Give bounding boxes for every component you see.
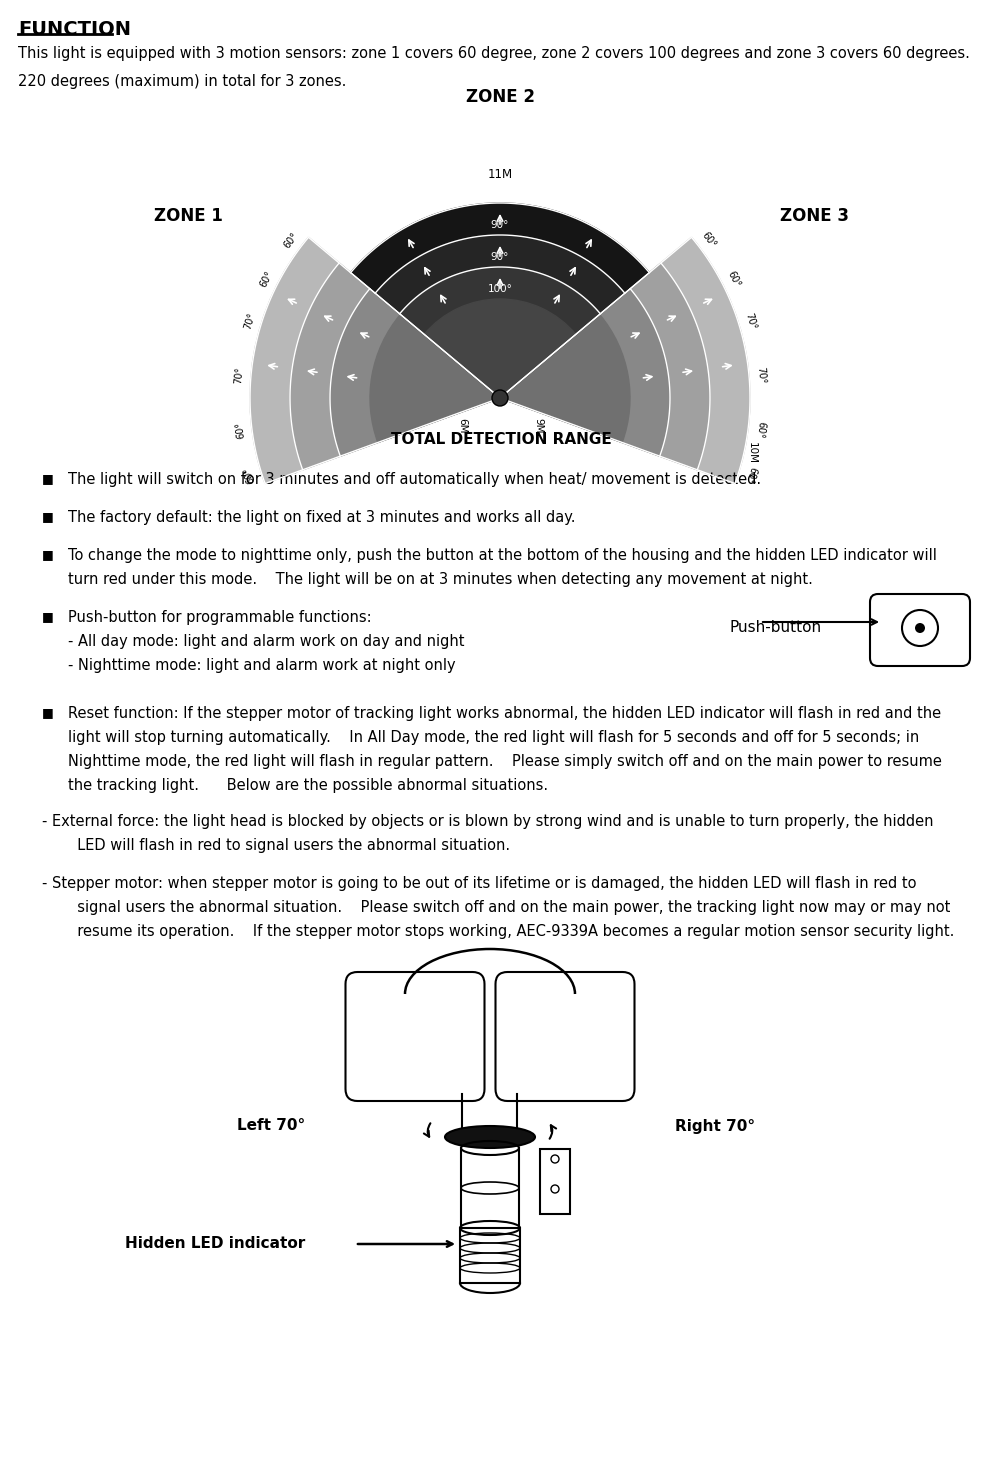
Wedge shape [400, 268, 600, 399]
Text: 90°: 90° [491, 221, 509, 229]
Text: 70°: 70° [233, 366, 244, 384]
Text: The light will switch on for 3 minutes and off automatically when heat/ movement: The light will switch on for 3 minutes a… [68, 472, 762, 487]
Text: - Nighttime mode: light and alarm work at night only: - Nighttime mode: light and alarm work a… [68, 658, 456, 674]
Wedge shape [375, 235, 625, 399]
Wedge shape [500, 237, 750, 484]
Text: Push-button: Push-button [730, 619, 822, 635]
Wedge shape [500, 315, 630, 443]
Text: The factory default: the light on fixed at 3 minutes and works all day.: The factory default: the light on fixed … [68, 510, 575, 525]
Text: 6M: 6M [457, 418, 467, 434]
Text: ■: ■ [42, 549, 54, 560]
Text: 70°: 70° [756, 366, 767, 384]
Text: 60°: 60° [700, 231, 718, 250]
Text: FUNCTION: FUNCTION [18, 21, 131, 40]
Wedge shape [370, 315, 500, 443]
Text: Reset function: If the stepper motor of tracking light works abnormal, the hidde: Reset function: If the stepper motor of … [68, 706, 941, 721]
Text: LED will flash in red to signal users the abnormal situation.: LED will flash in red to signal users th… [68, 838, 510, 853]
Wedge shape [500, 263, 710, 469]
Text: light will stop turning automatically.    In All Day mode, the red light will fl: light will stop turning automatically. I… [68, 730, 919, 744]
Text: ZONE 2: ZONE 2 [467, 88, 535, 106]
Text: 220 degrees (maximum) in total for 3 zones.: 220 degrees (maximum) in total for 3 zon… [18, 74, 347, 90]
Text: Right 70°: Right 70° [675, 1118, 756, 1134]
Text: Left 70°: Left 70° [236, 1118, 305, 1134]
Text: ■: ■ [42, 510, 54, 524]
Text: resume its operation.    If the stepper motor stops working, AEC-9339A becomes a: resume its operation. If the stepper mot… [68, 924, 954, 938]
Text: ZONE 3: ZONE 3 [781, 207, 850, 225]
Text: ■: ■ [42, 472, 54, 485]
Ellipse shape [445, 1125, 535, 1147]
Text: 60°: 60° [259, 269, 275, 288]
Text: TOTAL DETECTION RANGE: TOTAL DETECTION RANGE [391, 432, 611, 447]
Text: the tracking light.      Below are the possible abnormal situations.: the tracking light. Below are the possib… [68, 778, 548, 793]
Circle shape [492, 390, 508, 406]
Wedge shape [290, 263, 500, 469]
Text: This light is equipped with 3 motion sensors: zone 1 covers 60 degree, zone 2 co: This light is equipped with 3 motion sen… [18, 46, 970, 60]
Text: 10M: 10M [746, 441, 757, 463]
Text: turn red under this mode.    The light will be on at 3 minutes when detecting an: turn red under this mode. The light will… [68, 572, 813, 587]
Text: 60°: 60° [755, 421, 767, 438]
Text: ■: ■ [42, 706, 54, 719]
Text: 60°: 60° [282, 231, 300, 250]
Text: Nighttime mode, the red light will flash in regular pattern.    Please simply sw: Nighttime mode, the red light will flash… [68, 755, 942, 769]
Text: 70°: 70° [242, 312, 257, 331]
Text: 60°: 60° [743, 465, 758, 484]
Text: 90°: 90° [491, 188, 509, 199]
Wedge shape [351, 203, 649, 399]
Wedge shape [500, 288, 670, 456]
Text: - External force: the light head is blocked by objects or is blown by strong win: - External force: the light head is bloc… [42, 813, 934, 830]
Text: 90°: 90° [491, 252, 509, 262]
Text: 60°: 60° [233, 421, 245, 438]
Text: Push-button for programmable functions:: Push-button for programmable functions: [68, 610, 372, 625]
Wedge shape [330, 288, 500, 456]
Text: ZONE 1: ZONE 1 [153, 207, 222, 225]
Wedge shape [424, 299, 576, 399]
Text: 60°: 60° [242, 465, 257, 484]
Text: 9M: 9M [533, 418, 543, 434]
Text: ■: ■ [42, 610, 54, 624]
Text: 70°: 70° [743, 312, 758, 331]
Text: - Stepper motor: when stepper motor is going to be out of its lifetime or is dam: - Stepper motor: when stepper motor is g… [42, 877, 917, 891]
Text: 11M: 11M [487, 168, 513, 181]
Text: To change the mode to nighttime only, push the button at the bottom of the housi: To change the mode to nighttime only, pu… [68, 549, 937, 563]
Text: signal users the abnormal situation.    Please switch off and on the main power,: signal users the abnormal situation. Ple… [68, 900, 950, 915]
Text: 60°: 60° [725, 269, 741, 288]
Circle shape [915, 624, 925, 633]
Text: Hidden LED indicator: Hidden LED indicator [125, 1237, 305, 1252]
Text: - All day mode: light and alarm work on day and night: - All day mode: light and alarm work on … [68, 634, 465, 649]
Text: 100°: 100° [488, 284, 512, 294]
Wedge shape [250, 237, 500, 484]
